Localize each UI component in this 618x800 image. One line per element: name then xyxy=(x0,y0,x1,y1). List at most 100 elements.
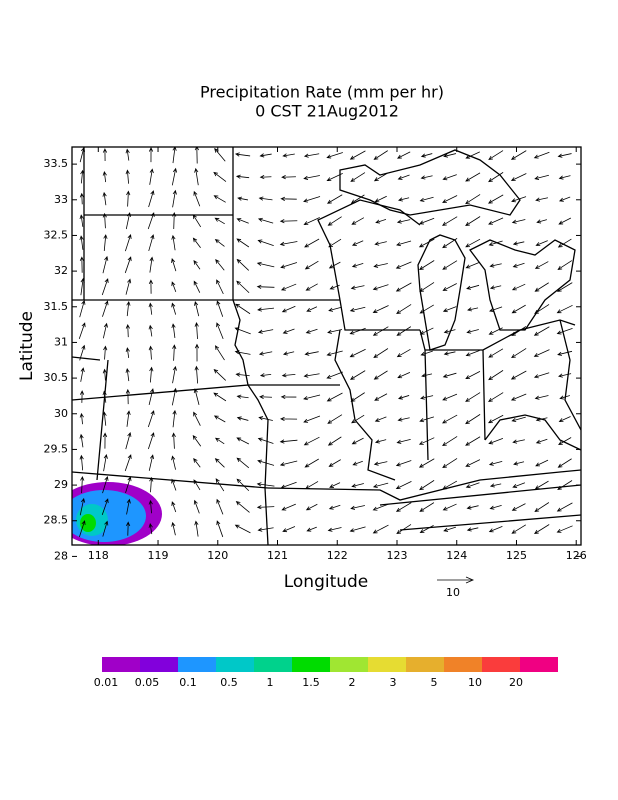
wind-vector xyxy=(125,148,130,161)
wind-vector xyxy=(79,235,84,250)
wind-vector xyxy=(257,437,274,444)
wind-vector xyxy=(171,234,176,251)
wind-vector xyxy=(510,150,527,160)
wind-vector xyxy=(259,373,272,378)
wind-vector xyxy=(171,167,178,186)
wind-vector xyxy=(558,416,571,422)
wind-vector xyxy=(488,217,504,225)
state-border xyxy=(248,384,581,531)
wind-vector xyxy=(465,238,481,248)
wind-vector xyxy=(420,175,433,180)
colorbar-label: 3 xyxy=(390,676,397,689)
wind-vector xyxy=(80,367,85,382)
wind-vector xyxy=(101,498,109,516)
wind-vector xyxy=(535,240,548,246)
wind-vector xyxy=(443,153,457,158)
wind-vector xyxy=(397,417,410,422)
wind-vector xyxy=(213,415,226,423)
wind-vector xyxy=(213,195,226,203)
wind-vector xyxy=(306,306,318,312)
wind-vector xyxy=(398,197,410,202)
wind-vector xyxy=(148,499,153,514)
wind-vector xyxy=(420,395,434,400)
wind-vector xyxy=(216,279,224,295)
wind-vector xyxy=(279,460,298,467)
wind-vector xyxy=(259,174,272,180)
wind-vector xyxy=(303,153,320,158)
wind-vector xyxy=(213,171,227,182)
wind-vector xyxy=(171,455,176,470)
wind-vector xyxy=(443,351,456,356)
wind-vector xyxy=(489,263,502,268)
x-tick-label: 124 xyxy=(446,549,467,562)
wind-vector xyxy=(236,258,250,271)
wind-vector xyxy=(372,482,389,489)
colorbar-box xyxy=(292,657,330,672)
wind-vector xyxy=(305,328,318,334)
wind-vector xyxy=(102,170,107,183)
wind-vector xyxy=(193,259,201,270)
wind-vector xyxy=(327,414,343,424)
wind-vector xyxy=(149,256,154,273)
wind-vector xyxy=(534,282,549,292)
wind-vector xyxy=(511,348,527,359)
wind-vector xyxy=(236,218,249,224)
wind-vector xyxy=(511,283,526,291)
colorbar-label: 5 xyxy=(431,676,438,689)
wind-vector xyxy=(465,392,481,402)
colorbar-label: 0.5 xyxy=(220,676,238,689)
wind-vector xyxy=(214,345,225,361)
wind-vector xyxy=(328,504,341,510)
wind-vector xyxy=(349,327,366,335)
wind-vector xyxy=(171,478,177,491)
wind-vector xyxy=(513,461,525,466)
wind-vector xyxy=(535,459,549,467)
wind-vector xyxy=(257,217,274,224)
wind-vector xyxy=(102,368,107,381)
wind-vector xyxy=(465,194,481,205)
wind-vector xyxy=(235,174,250,179)
wind-vector xyxy=(488,461,503,466)
chart-title: Precipitation Rate (mm per hr) xyxy=(200,83,444,102)
wind-vector xyxy=(281,503,296,511)
wind-vector xyxy=(419,502,435,512)
state-border xyxy=(334,319,576,481)
wind-vector xyxy=(396,348,411,358)
y-tick-label: 28.5 xyxy=(44,514,69,527)
wind-vector xyxy=(280,262,298,269)
wind-vector xyxy=(194,167,199,186)
wind-vector xyxy=(465,172,481,182)
x-tick-label: 125 xyxy=(506,549,527,562)
wind-vector xyxy=(102,475,109,494)
wind-vector xyxy=(216,498,224,515)
colorbar-box xyxy=(520,657,558,672)
wind-vector xyxy=(488,172,504,183)
wind-vector xyxy=(395,460,412,467)
wind-vector xyxy=(350,505,365,510)
wind-vector xyxy=(194,343,200,362)
state-border xyxy=(72,356,269,545)
wind-vector xyxy=(172,409,177,428)
x-tick-label: 120 xyxy=(207,549,228,562)
wind-vector xyxy=(488,525,503,533)
wind-vector xyxy=(373,370,388,380)
wind-vector xyxy=(558,437,572,445)
wind-vector xyxy=(558,373,572,378)
wind-vector xyxy=(327,527,342,532)
wind-vector xyxy=(149,168,154,185)
wind-vector xyxy=(349,526,366,533)
wind-vector xyxy=(442,216,458,226)
wind-vector xyxy=(259,394,272,400)
x-tick-label: 118 xyxy=(88,549,109,562)
wind-vector xyxy=(257,329,274,334)
wind-vector xyxy=(374,439,387,444)
wind-vector xyxy=(126,190,131,207)
wind-vector xyxy=(395,480,412,490)
wind-vector xyxy=(372,284,389,291)
wind-vector xyxy=(236,478,250,492)
wind-vector xyxy=(373,348,389,359)
colorbar-box xyxy=(444,657,482,672)
wind-vector xyxy=(534,524,550,534)
wind-vector xyxy=(258,351,273,356)
wind-vector xyxy=(80,476,85,494)
